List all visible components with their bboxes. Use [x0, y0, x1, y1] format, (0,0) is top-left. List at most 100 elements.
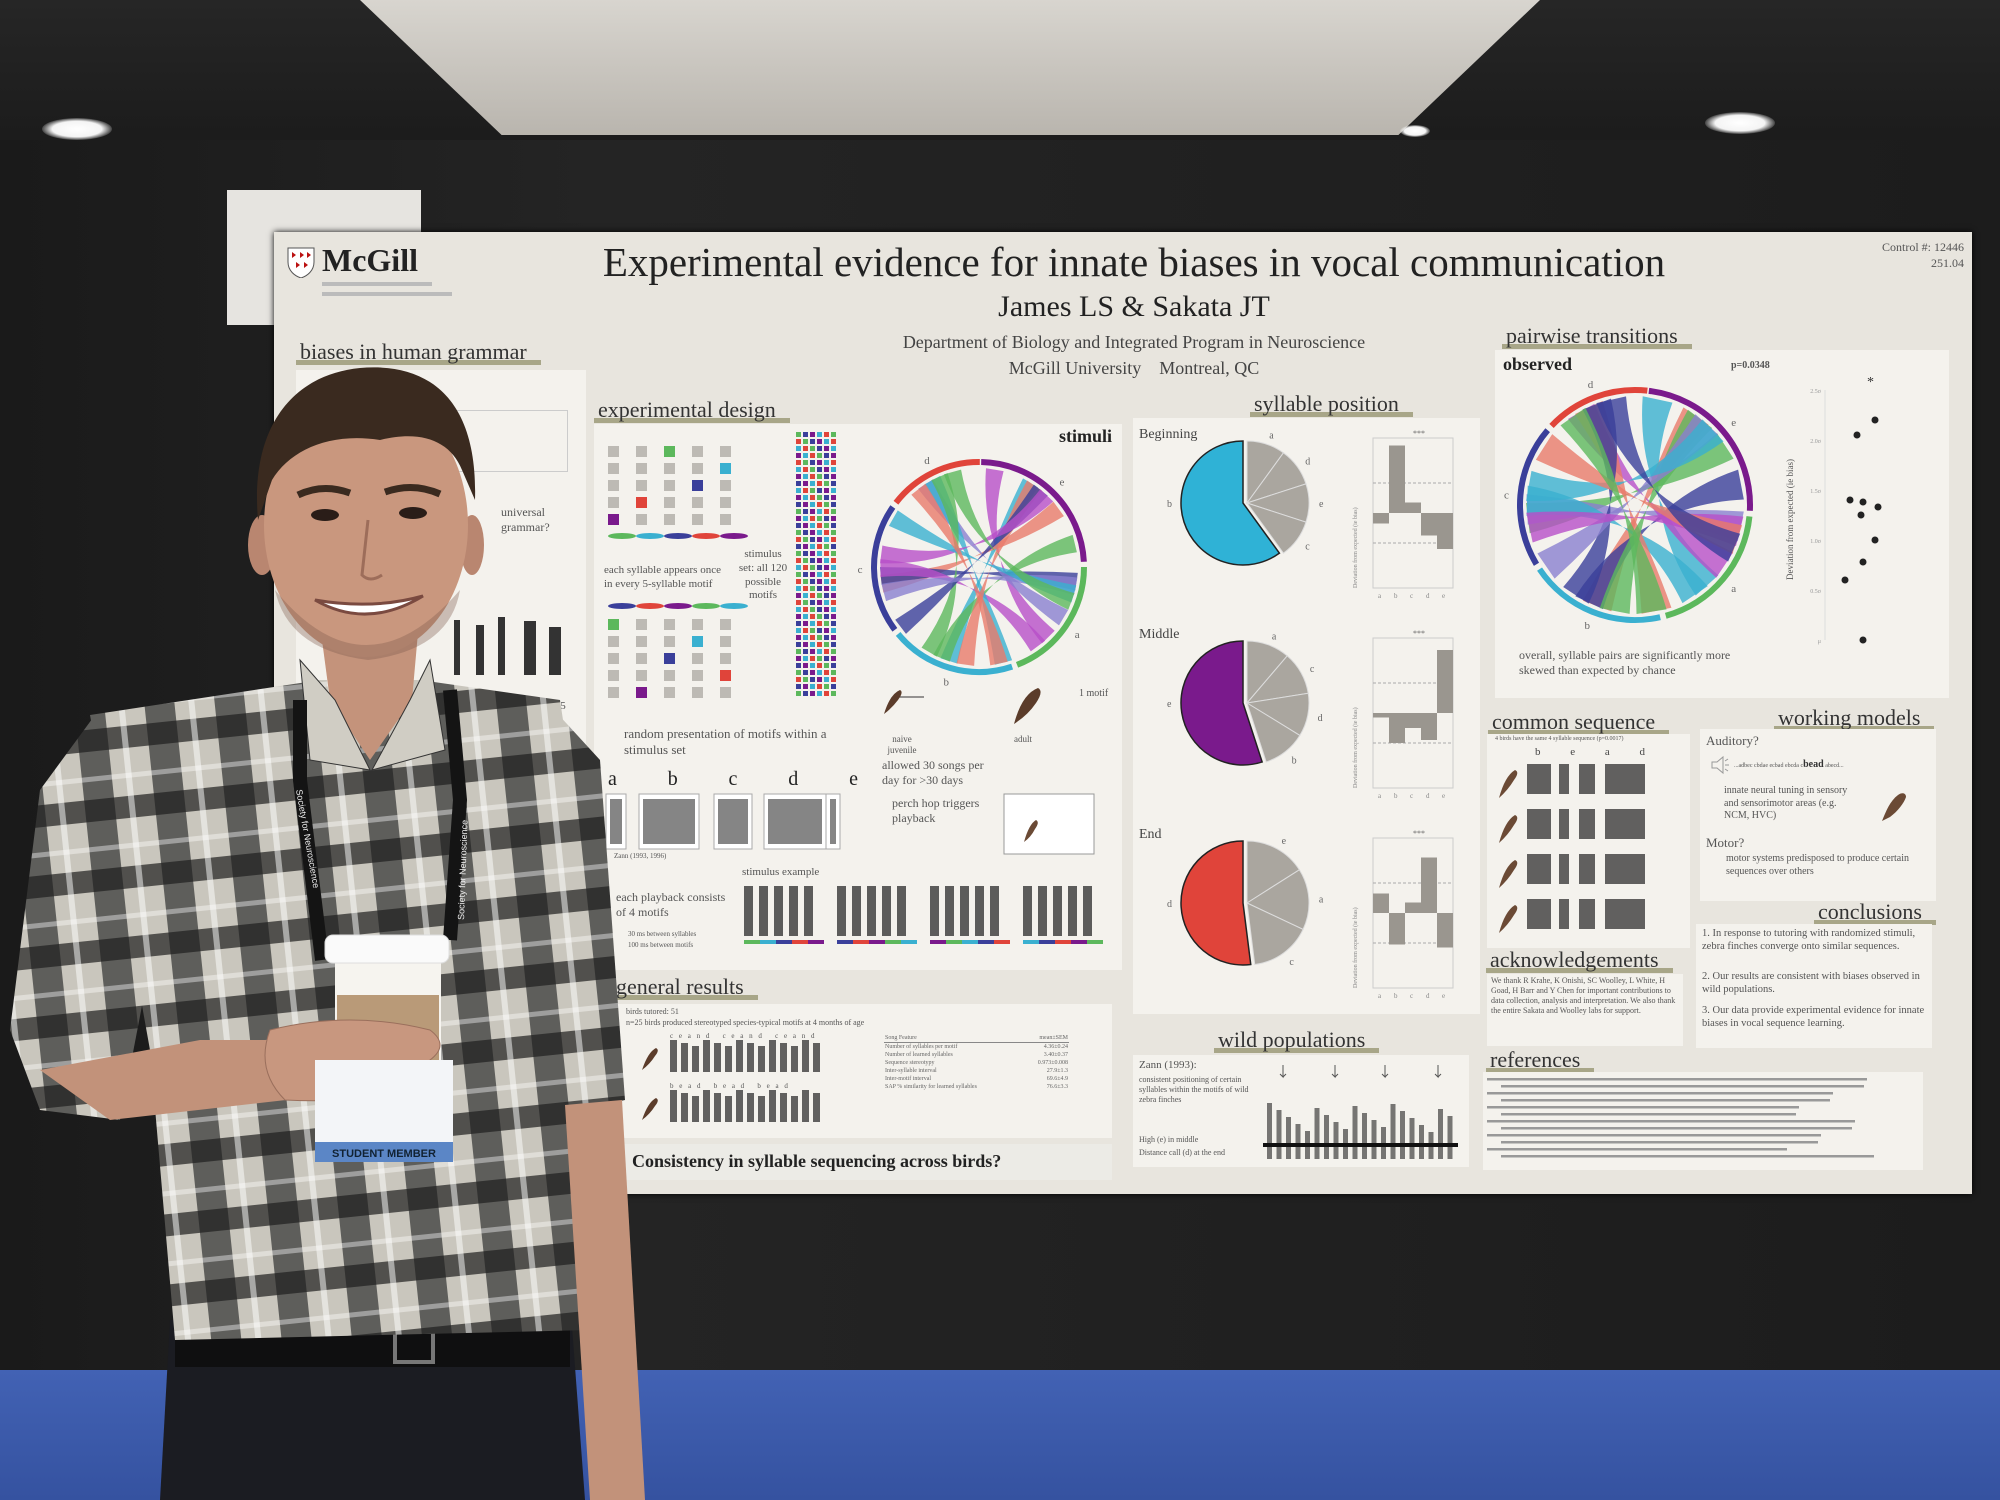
stimulus-cell [831, 621, 836, 626]
chord-label: b [943, 676, 949, 688]
pie-label: a [1319, 894, 1324, 905]
feature-value: 4.36±0.24 [1043, 1044, 1068, 1050]
feature-name: Inter-syllable interval [885, 1068, 937, 1074]
result-spectrogram [670, 1040, 677, 1072]
stimulus-cell [796, 663, 801, 668]
syllable-square [636, 463, 647, 474]
stimulus-cell [810, 572, 815, 577]
stimulus-spectrogram [990, 886, 999, 936]
left-forearm [40, 1040, 335, 1120]
working-models-panel: Auditory? ...adbec cbdae ecbad ebcda cbe… [1700, 729, 1936, 901]
chord-ribbon [1560, 407, 1667, 614]
stimulus-cell [817, 684, 822, 689]
syllable-spectrogram [718, 799, 748, 844]
result-spectrogram [736, 1090, 743, 1122]
stimulus-cell [796, 439, 801, 444]
stimulus-cell [796, 530, 801, 535]
stimulus-cell [817, 663, 822, 668]
stimulus-cell [810, 621, 815, 626]
syllable-square [664, 636, 675, 647]
stimulus-cell [824, 474, 829, 479]
spectrogram-examples [454, 617, 561, 675]
stimulus-cell [817, 628, 822, 633]
syllable-square [636, 446, 647, 457]
motif-note: each syllable appears once in every 5-sy… [604, 564, 721, 590]
table-row: SAP % similarity for learned syllables 76… [884, 1083, 1069, 1091]
stimulus-cell [831, 467, 836, 472]
stimulus-cell [824, 572, 829, 577]
syllable-square [720, 619, 731, 630]
chord-label: a [1075, 629, 1080, 641]
random-presentation-note: random presentation of motifs within a s… [624, 726, 827, 758]
stimulus-cell [831, 614, 836, 619]
wild-note: consistent positioning of certain syllab… [1139, 1075, 1249, 1104]
stimulus-cell [803, 628, 808, 633]
stimulus-spectrogram [759, 886, 768, 936]
stimulus-spectrogram [930, 886, 939, 936]
scatter-point [1871, 536, 1879, 544]
stimulus-spectrogram [1083, 886, 1092, 936]
bias-bar-a [1373, 513, 1389, 524]
stimulus-cell [817, 481, 822, 486]
stimulus-cell [803, 474, 808, 479]
bias-tick: c [1410, 792, 1413, 800]
bias-bar-c [1405, 502, 1421, 513]
chord-label: c [1504, 489, 1509, 501]
stimulus-cell [796, 593, 801, 598]
pie-slice-d [1180, 840, 1252, 966]
bias-axis-label: Deviation from expected (ie bias) [1352, 707, 1359, 788]
sequence-spectrogram [1559, 899, 1569, 929]
stimulus-cell [803, 670, 808, 675]
wild-spectrogram-bar [1362, 1113, 1367, 1159]
stimulus-color-bar [837, 940, 853, 944]
scatter-tick: μ [1818, 639, 1821, 645]
consistency-question: Consistency in syllable sequencing acros… [632, 1151, 1002, 1171]
stimulus-cell [824, 663, 829, 668]
stimulus-cell [803, 635, 808, 640]
ceiling-light [1400, 125, 1430, 137]
syllable-spectrogram [610, 799, 622, 844]
syllable-c: c [728, 768, 738, 790]
sequence-letters-2: b e a d b e a d b e a d [670, 1082, 790, 1090]
stimulus-spectrogram [804, 886, 813, 936]
lanyard-right [443, 689, 468, 941]
stimulus-cell [831, 642, 836, 647]
chord-ribbon [1596, 396, 1741, 562]
bias-bar-d [1421, 513, 1437, 536]
ceiling-light [1705, 112, 1775, 134]
stimulus-cell [810, 558, 815, 563]
motif-bar [608, 603, 636, 609]
stimulus-cell [831, 558, 836, 563]
chord-ribbon [1526, 419, 1724, 502]
sequence-spectrogram [1559, 854, 1569, 884]
syllable-b: b [667, 768, 678, 790]
sequence-spectrogram [1527, 854, 1551, 884]
stimulus-cell [796, 544, 801, 549]
pie-label: c [1305, 541, 1310, 552]
wild-spectrogram-bar [1390, 1104, 1396, 1159]
stimulus-cell [817, 502, 822, 507]
wild-spectrogram-bar [1267, 1103, 1272, 1159]
stimulus-cell [817, 558, 822, 563]
stimulus-cell [831, 460, 836, 465]
stimulus-cell [810, 684, 815, 689]
sequence-spectrogram [1527, 809, 1551, 839]
auditory-note: innate neural tuning in sensory and sens… [1724, 785, 1848, 821]
chord-ribbon [880, 489, 1054, 564]
syllable-square [664, 670, 675, 681]
badge-band [315, 1142, 453, 1162]
stimulus-cell [831, 677, 836, 682]
letter: b [1535, 746, 1541, 758]
motif-bar [720, 603, 748, 609]
stimulus-cell [810, 460, 815, 465]
chord-ribbon [880, 559, 1046, 652]
stimulus-cell [824, 488, 829, 493]
stimulus-cell [817, 635, 822, 640]
stimulus-color-bar [792, 940, 808, 944]
bias-bar-d [1421, 857, 1437, 913]
syllable-square [608, 670, 619, 681]
eyebrows [296, 484, 442, 499]
syllable-e: e [849, 768, 858, 790]
table-row: Sequence stereotypy 0.973±0.008 [884, 1059, 1069, 1067]
syllable-a: a [608, 768, 617, 790]
